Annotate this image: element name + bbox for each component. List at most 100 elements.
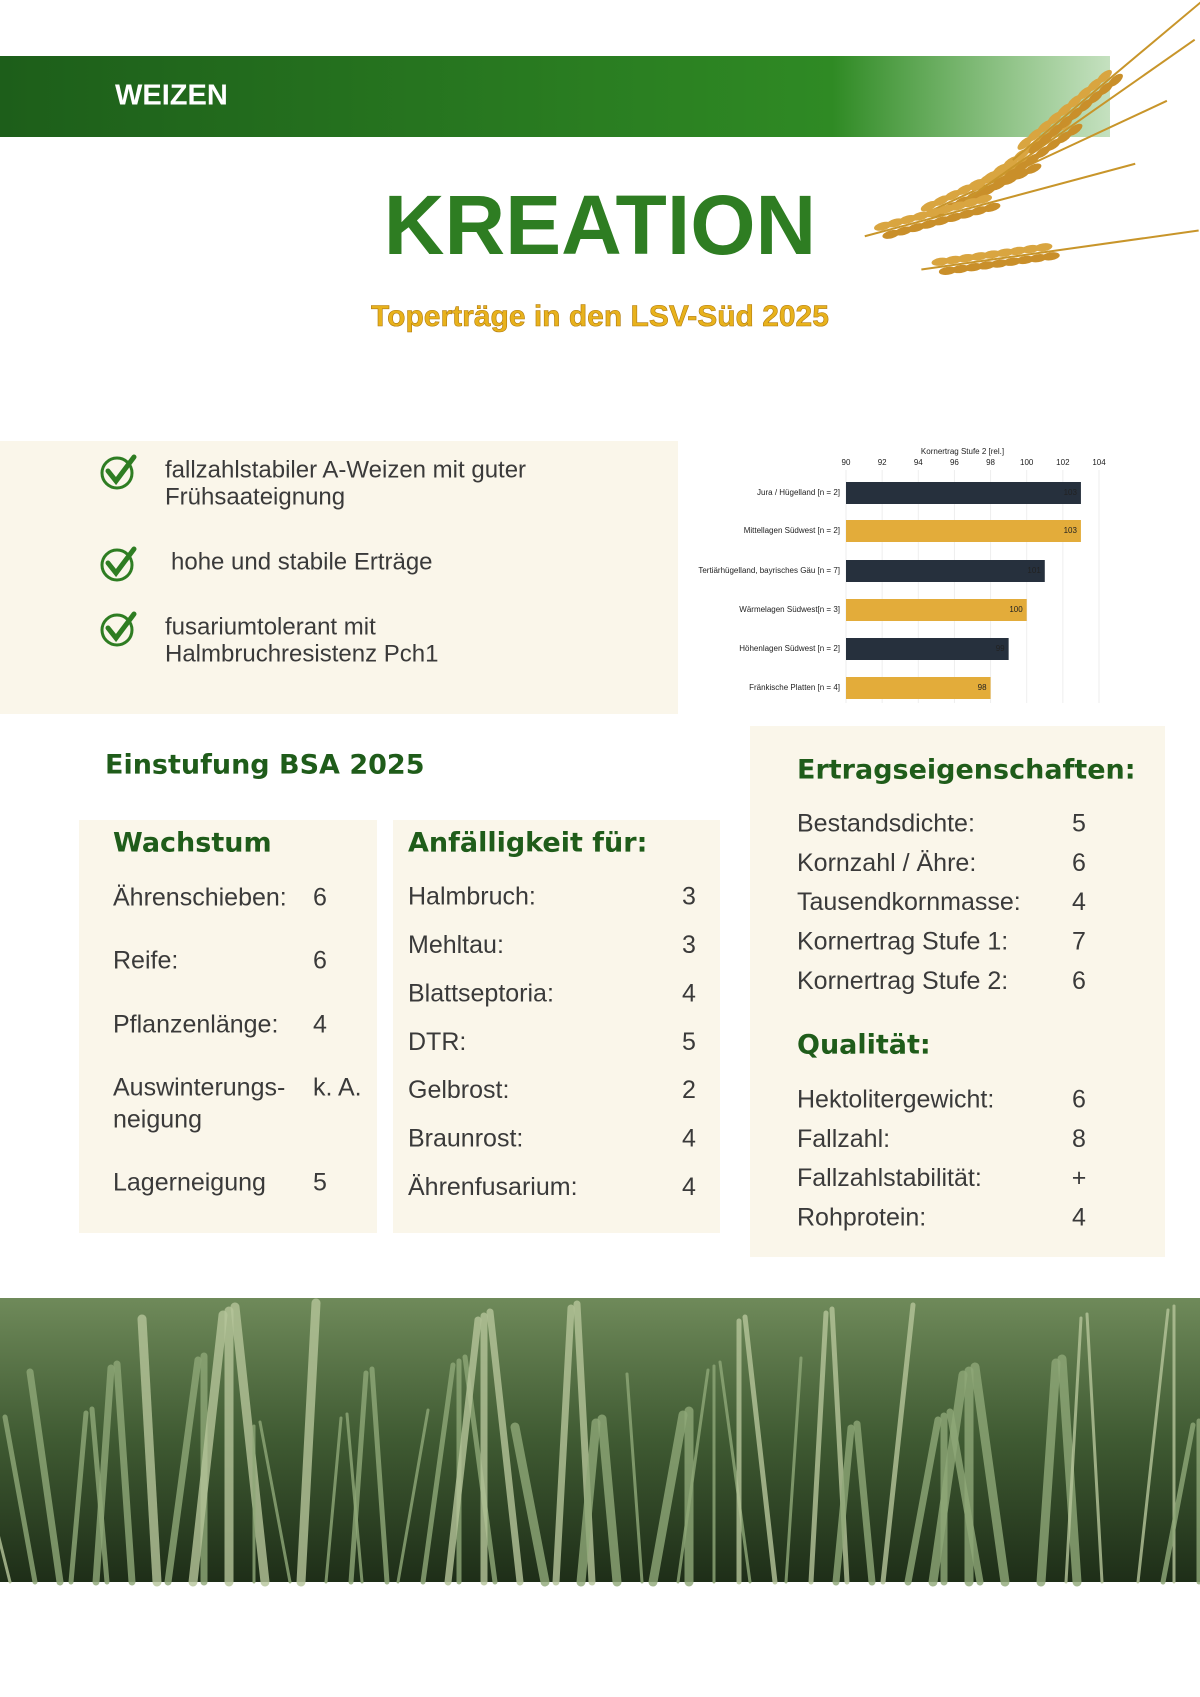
section-heading: Wachstum: [113, 828, 272, 859]
stalk: [92, 1364, 115, 1586]
y-tick-label: Mittellagen Südwest [n = 2]: [744, 526, 840, 535]
feature-text: Halmbruchresistenz Pch1: [165, 640, 438, 667]
stalk: [853, 1420, 876, 1586]
stalk: [552, 1304, 575, 1586]
stalk: [1057, 1354, 1082, 1587]
stalk: [676, 1368, 710, 1584]
row-value: 2: [682, 1076, 696, 1104]
wheat-grain: [1097, 69, 1112, 84]
bar: [846, 482, 1081, 504]
wachstum-panel: [79, 820, 377, 1233]
row-value: 4: [682, 1173, 696, 1201]
stalk: [188, 1310, 228, 1587]
section-heading: Ertragseigenschaften:: [797, 755, 1136, 786]
row-label: Tausendkornmasse:: [797, 888, 1021, 916]
x-tick-label: 90: [842, 458, 851, 467]
row-value: 4: [682, 1125, 696, 1153]
feature-text: Frühsaateignung: [165, 483, 345, 510]
y-tick-label: Wärmelagen Südwest[n = 3]: [739, 605, 840, 614]
stalk: [113, 1360, 136, 1586]
wheat-stem: [864, 162, 1136, 238]
x-tick-label: 94: [914, 458, 923, 467]
bar: [846, 677, 991, 699]
row-value: 5: [313, 1169, 327, 1197]
stalk: [648, 1410, 688, 1587]
bar-label: 100: [1009, 605, 1023, 614]
stalk: [904, 1416, 942, 1586]
row-value: 6: [313, 884, 327, 912]
stalk: [742, 1314, 778, 1585]
bar: [846, 560, 1045, 582]
row-value: +: [1072, 1164, 1087, 1192]
row-value: 4: [682, 979, 696, 1007]
wheat-stem: [921, 229, 1199, 271]
stalk: [1085, 1312, 1104, 1584]
row-label: Ährenfusarium:: [408, 1173, 578, 1201]
row-value: 5: [1072, 810, 1086, 838]
row-label: Halmbruch:: [408, 883, 536, 911]
row-value: 3: [682, 883, 696, 911]
stalk: [164, 1356, 202, 1586]
x-tick-label: 96: [950, 458, 959, 467]
row-label: Kornzahl / Ähre:: [797, 849, 976, 877]
row-label: Braunrost:: [408, 1125, 523, 1153]
y-tick-label: Tertiärhügelland, bayrisches Gäu [n = 7]: [698, 566, 840, 575]
x-tick-label: 98: [986, 458, 995, 467]
stalk: [137, 1314, 162, 1587]
bsa-title: Einstufung BSA 2025: [105, 750, 425, 781]
stalk: [420, 1362, 456, 1585]
check-circle: [100, 613, 134, 647]
stalk: [1136, 1308, 1170, 1584]
stalk: [1160, 1422, 1196, 1585]
stalk: [928, 1370, 968, 1587]
bar-label: 98: [978, 683, 987, 692]
stalk: [348, 1370, 369, 1585]
row-value: 6: [1072, 1086, 1086, 1114]
wheat-grain: [982, 202, 1001, 212]
row-value: 6: [313, 947, 327, 975]
bar: [846, 599, 1027, 621]
wheat-grain: [1034, 243, 1053, 252]
section-heading: Anfälligkeit für:: [408, 828, 647, 859]
row-value: 5: [682, 1028, 696, 1056]
wheat-grain: [1024, 163, 1042, 175]
wheat-ear: [921, 229, 1199, 275]
feature-text: fallzahlstabiler A-Weizen mit guter: [165, 456, 526, 483]
x-tick-label: 104: [1092, 458, 1106, 467]
chart-title: Kornertrag Stufe 2 [rel.]: [921, 447, 1004, 456]
row-value: 6: [1072, 967, 1086, 995]
stalk: [597, 1414, 622, 1587]
stalk: [444, 1316, 482, 1586]
bar: [846, 638, 1009, 660]
row-label: Rohprotein:: [797, 1204, 926, 1232]
stalk: [880, 1302, 916, 1585]
wheat-stem: [964, 38, 1196, 202]
check-mark: [105, 611, 137, 643]
row-label: Mehltau:: [408, 931, 504, 959]
y-tick-label: Höhenlagen Südwest [n = 2]: [739, 644, 840, 653]
feature-text: fusariumtolerant mit: [165, 613, 376, 640]
row-value: 7: [1072, 928, 1086, 956]
row-label: Kornertrag Stufe 2:: [797, 967, 1008, 995]
stalk: [1064, 1316, 1083, 1584]
stalk: [808, 1310, 829, 1585]
row-label: Blattseptoria:: [408, 979, 554, 1007]
title: KREATION: [384, 178, 816, 272]
row-label: Fallzahlstabilität:: [797, 1164, 982, 1192]
row-label: neigung: [113, 1106, 202, 1134]
wheat-grain: [974, 194, 993, 204]
stalk: [625, 1372, 644, 1584]
row-label: Kornertrag Stufe 1:: [797, 928, 1008, 956]
stalk: [396, 1408, 430, 1584]
check-mark: [105, 454, 137, 486]
row-label: Pflanzenlänge:: [113, 1011, 278, 1039]
stalk: [829, 1306, 850, 1585]
feature-text: hohe und stabile Erträge: [171, 548, 433, 575]
field-stalks: [0, 1298, 1200, 1587]
y-tick-label: Fränkische Platten [n = 4]: [749, 683, 840, 692]
bar: [846, 520, 1081, 542]
bar-label: 101: [1027, 566, 1041, 575]
row-value: 8: [1072, 1125, 1086, 1153]
x-tick-label: 100: [1020, 458, 1034, 467]
